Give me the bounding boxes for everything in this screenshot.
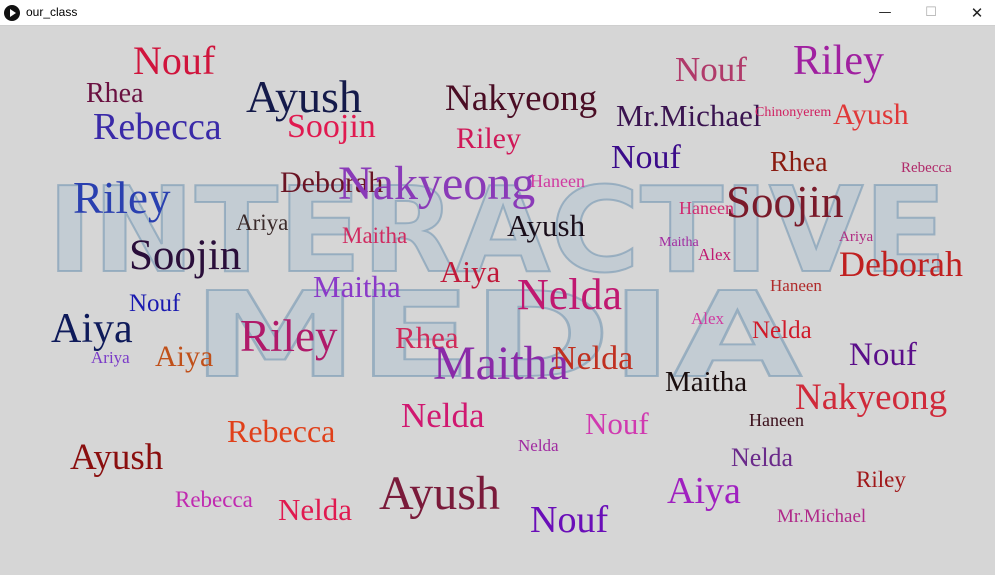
name-word: Riley xyxy=(240,311,338,361)
name-word: Nelda xyxy=(752,317,812,344)
name-word: Riley xyxy=(456,122,521,155)
name-word: Riley xyxy=(793,38,884,84)
name-word: Ayush xyxy=(833,98,909,131)
play-icon xyxy=(4,5,20,21)
name-word: Soojin xyxy=(129,232,242,279)
name-word: Nakyeong xyxy=(338,157,536,210)
name-word: Deborah xyxy=(280,166,384,199)
name-word: Ariya xyxy=(91,348,130,367)
name-word: Nouf xyxy=(611,139,681,176)
name-word: Chinonyerem xyxy=(755,105,832,120)
name-word: Rebecca xyxy=(93,106,222,148)
name-word: Soojin xyxy=(726,177,844,227)
maximize-button[interactable]: ☐ xyxy=(925,5,937,20)
name-word: Nelda xyxy=(517,270,623,319)
name-word: Maitha xyxy=(433,337,569,390)
name-word: Aiya xyxy=(51,306,133,352)
name-word: Ariya xyxy=(236,210,289,235)
name-word: Haneen xyxy=(679,198,734,218)
name-word: Rhea xyxy=(86,78,144,109)
name-word: Nouf xyxy=(129,290,181,317)
name-word: Deborah xyxy=(839,244,963,284)
name-word: Rhea xyxy=(770,147,828,178)
name-word: Nelda xyxy=(552,340,634,377)
name-word: Rebecca xyxy=(175,487,253,512)
background-logo: INTERACTIVE MEDIA xyxy=(46,160,948,405)
name-word: Rebecca xyxy=(227,413,336,449)
name-word: Alex xyxy=(698,245,732,264)
name-word: Aiya xyxy=(155,340,214,373)
name-word: Ayush xyxy=(379,467,500,520)
name-word: Nelda xyxy=(278,492,353,527)
name-word: Maitha xyxy=(313,269,401,304)
name-word: Ayush xyxy=(507,208,586,243)
name-word: Haneen xyxy=(530,171,585,191)
name-word: Haneen xyxy=(749,410,804,430)
name-word: Ayush xyxy=(246,71,362,122)
minimize-button[interactable]: — xyxy=(878,5,892,20)
name-word: Nelda xyxy=(518,436,559,455)
name-word: Ayush xyxy=(70,437,164,478)
window-titlebar[interactable]: our_class — ☐ ✕ xyxy=(0,0,995,26)
name-word: Ariya xyxy=(839,229,874,245)
name-word: Nouf xyxy=(675,50,747,89)
name-word: Nakyeong xyxy=(445,78,598,119)
background-logo-line1: INTERACTIVE xyxy=(47,161,947,299)
name-word: Nelda xyxy=(731,443,794,472)
sketch-canvas[interactable]: INTERACTIVE MEDIA Nouf Rhea Ayush Nakyeo… xyxy=(0,26,995,575)
name-word: Maitha xyxy=(665,366,748,398)
window-title: our_class xyxy=(26,5,78,19)
name-word: Rhea xyxy=(395,320,459,355)
name-word: Nouf xyxy=(585,406,649,441)
name-word: Alex xyxy=(691,309,725,328)
name-word: Nouf xyxy=(133,38,216,83)
name-word: Soojin xyxy=(287,108,376,145)
name-word: Haneen xyxy=(770,276,822,295)
name-word: Riley xyxy=(856,467,906,492)
name-word: Nakyeong xyxy=(795,377,948,418)
name-word: Nelda xyxy=(401,396,485,435)
close-button[interactable]: ✕ xyxy=(970,4,984,22)
name-word: Mr.Michael xyxy=(616,98,762,133)
name-word: Nouf xyxy=(849,337,917,373)
background-logo-line2: MEDIA xyxy=(192,266,802,404)
name-word: Maitha xyxy=(659,235,699,250)
name-word: Rebecca xyxy=(901,160,952,176)
name-word: Nouf xyxy=(530,499,609,541)
name-word: Aiya xyxy=(667,470,741,512)
name-word: Aiya xyxy=(440,254,501,289)
name-word: Riley xyxy=(73,173,171,223)
name-word: Maitha xyxy=(342,223,408,248)
name-word: Mr.Michael xyxy=(777,506,867,527)
